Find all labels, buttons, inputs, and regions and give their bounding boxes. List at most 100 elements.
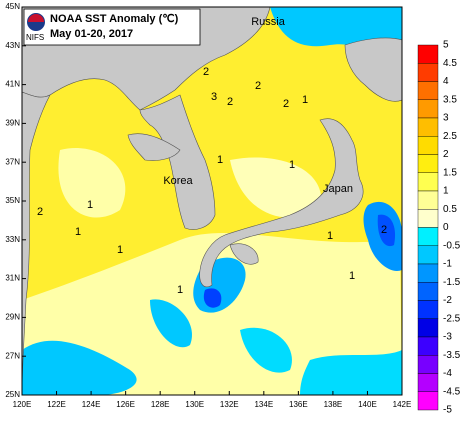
lon-label: 126E <box>116 400 135 409</box>
contour-label: 1 <box>87 199 93 211</box>
map-area <box>22 7 402 395</box>
land <box>127 133 181 161</box>
colorbar-swatch <box>417 373 439 392</box>
colorbar-swatch <box>417 391 439 411</box>
land <box>22 91 51 395</box>
logo-text: NIFS <box>26 33 44 42</box>
date: May 01-20, 2017 <box>50 28 133 40</box>
colorbar-label: -3 <box>443 332 452 343</box>
header-box: NIFS NOAA SST Anomaly (℃) May 01-20, 201… <box>23 8 201 46</box>
sea-pale <box>58 148 126 218</box>
colorbar-swatch <box>417 318 439 338</box>
contour-label: 2 <box>37 206 43 218</box>
contour-label: 2 <box>381 224 387 236</box>
colorbar-label: 0.5 <box>443 204 457 215</box>
lon-label: 130E <box>185 400 204 409</box>
sea-cold <box>300 350 402 395</box>
colorbar-label: -5 <box>443 405 452 416</box>
sea-cold <box>270 7 402 70</box>
colorbar-label: 0 <box>443 222 449 233</box>
colorbar-swatch <box>417 99 439 119</box>
place-label: Russia <box>251 16 286 28</box>
lon-label: 134E <box>254 400 273 409</box>
colorbar-swatch <box>417 263 439 283</box>
contour-label: 1 <box>327 230 333 242</box>
colorbar-label: 4.5 <box>443 58 457 69</box>
land <box>199 118 364 288</box>
colorbar-label: -3.5 <box>443 350 461 361</box>
land <box>344 37 402 102</box>
colorbar-swatch <box>417 282 439 301</box>
logo-mark <box>28 22 44 30</box>
colorbar-swatch <box>417 81 439 100</box>
sea-cold <box>377 214 396 247</box>
lon-label: 138E <box>324 400 343 409</box>
place-label: Japan <box>323 183 353 195</box>
land <box>139 94 216 230</box>
lon-label: 142E <box>393 400 412 409</box>
colorbar-label: -1 <box>443 259 452 270</box>
contour-label: 1 <box>289 159 295 171</box>
colorbar-label: 1.5 <box>443 167 457 178</box>
colorbar-swatch <box>417 245 439 265</box>
land <box>229 243 259 265</box>
lat-label: 29N <box>5 313 20 322</box>
lat-label: 25N <box>5 390 20 399</box>
lat-label: 39N <box>5 119 20 128</box>
contour-label: 1 <box>117 244 123 256</box>
colorbar-label: -2 <box>443 295 452 306</box>
colorbar-swatch <box>417 172 439 192</box>
sea-cold <box>22 340 137 395</box>
lat-label: 35N <box>5 196 20 205</box>
lon-label: 132E <box>220 400 239 409</box>
colorbar-label: 1 <box>443 186 449 197</box>
colorbar-label: -4 <box>443 368 452 379</box>
colorbar-swatch <box>417 190 439 210</box>
lon-label: 122E <box>47 400 66 409</box>
colorbar-swatch <box>417 117 439 137</box>
sea-cold <box>150 299 192 348</box>
lat-label: 33N <box>5 235 20 244</box>
logo-mark <box>28 14 44 22</box>
colorbar-swatch <box>417 136 439 155</box>
colorbar-swatch <box>417 44 439 64</box>
header-background <box>23 8 201 46</box>
lat-label: 45N <box>5 2 20 11</box>
lat-label: 41N <box>5 80 20 89</box>
lon-label: 140E <box>358 400 377 409</box>
lat-label: 43N <box>5 41 20 50</box>
lat-label: 37N <box>5 157 20 166</box>
contour-label: 1 <box>349 270 355 282</box>
contour-label: 1 <box>217 154 223 166</box>
contour-label: 2 <box>203 66 209 78</box>
lon-label: 120E <box>13 400 32 409</box>
colorbar-swatch <box>417 63 439 82</box>
colorbar-label: 4 <box>443 76 449 87</box>
contour-label: 2 <box>227 96 233 108</box>
sea-pale <box>230 157 322 218</box>
colorbar-label: 2 <box>443 149 449 160</box>
title: NOAA SST Anomaly (℃) <box>50 13 179 25</box>
colorbar-swatch <box>417 209 439 228</box>
place-label: Korea <box>163 175 193 187</box>
colorbar-label: -2.5 <box>443 313 461 324</box>
colorbar-swatch <box>417 355 439 374</box>
contour-label: 2 <box>283 98 289 110</box>
sea-cold <box>240 327 292 373</box>
contour-label: 1 <box>177 284 183 296</box>
contour-label: 3 <box>211 91 217 103</box>
colorbar-label: -0.5 <box>443 240 461 251</box>
sea-cold <box>203 288 222 308</box>
colorbar-swatch <box>417 300 439 319</box>
lat-label: 27N <box>5 351 20 360</box>
lon-label: 124E <box>82 400 101 409</box>
colorbar-swatch <box>417 336 439 356</box>
contour-label: 2 <box>255 80 261 92</box>
colorbar-swatch <box>417 227 439 246</box>
colorbar-label: 3 <box>443 113 449 124</box>
colorbar-label: 5 <box>443 40 449 51</box>
lon-label: 136E <box>289 400 308 409</box>
colorbar-label: -4.5 <box>443 386 461 397</box>
colorbar-swatch <box>417 154 439 173</box>
